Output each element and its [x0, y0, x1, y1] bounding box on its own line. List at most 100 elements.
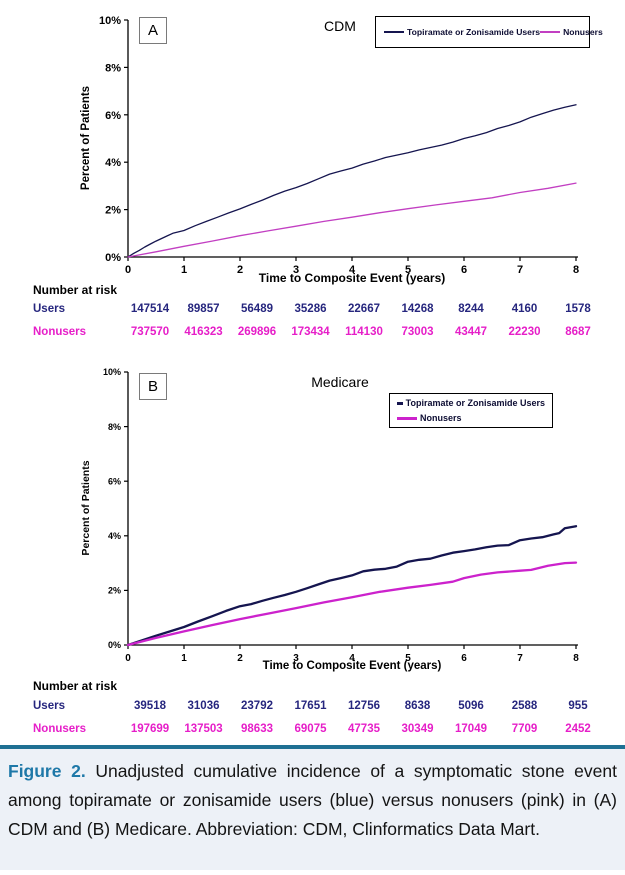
risk-value: 8638 — [404, 700, 431, 712]
figure-caption-block: Figure 2. Unadjusted cumulative incidenc… — [0, 745, 625, 875]
y-tick-label: 10% — [99, 15, 121, 27]
risk-value: 737570 — [130, 326, 170, 338]
x-tick-label: 8 — [573, 653, 579, 664]
risk-value: 147514 — [130, 303, 170, 315]
axes — [127, 20, 578, 258]
panel-a-y-axis-label: Percent of Patients — [80, 85, 92, 191]
panel-a-title: CDM — [324, 18, 356, 34]
risk-value: 56489 — [241, 303, 273, 315]
risk-row-name-nonusers: Nonusers — [33, 326, 87, 338]
risk-value: 1578 — [565, 303, 591, 315]
risk-value: 137503 — [184, 723, 223, 735]
y-tick-label: 0% — [108, 640, 121, 650]
curve-topiramate-or-zonisamide-users — [126, 525, 578, 647]
figure-caption: Figure 2. Unadjusted cumulative incidenc… — [0, 753, 625, 844]
y-tick-label: 2% — [108, 586, 121, 596]
x-tick-label: 7 — [517, 264, 523, 276]
risk-value: 22667 — [348, 303, 380, 315]
risk-value: 17049 — [455, 723, 487, 735]
risk-value: 269896 — [237, 326, 277, 338]
risk-value: 2588 — [511, 700, 538, 712]
curve-nonusers — [126, 561, 578, 647]
x-tick-label: 4 — [349, 264, 356, 276]
caption-divider-bar — [0, 745, 625, 749]
panel-b-letter: B — [147, 378, 158, 395]
risk-row-name-users: Users — [33, 303, 65, 315]
risk-value: 89857 — [187, 303, 220, 315]
risk-value: 31036 — [187, 700, 220, 712]
panel-b-y-axis-label: Percent of Patients — [80, 460, 92, 556]
y-tick-label: 4% — [105, 157, 121, 169]
risk-value: 7709 — [511, 723, 538, 735]
y-tick-label: 4% — [108, 531, 121, 541]
risk-value: 23792 — [241, 700, 273, 712]
x-tick-label: 4 — [349, 653, 355, 664]
panel-b-letter-badge: B — [139, 373, 167, 400]
panel-b-title: Medicare — [311, 374, 369, 390]
x-tick-label: 2 — [237, 264, 243, 276]
risk-value: 416323 — [184, 326, 223, 338]
y-tick-label: 8% — [108, 422, 121, 432]
risk-row-name-users: Users — [33, 700, 65, 712]
risk-value: 12756 — [348, 700, 380, 712]
x-tick-label: 1 — [181, 264, 187, 276]
risk-value: 197699 — [130, 723, 170, 735]
x-tick-label: 2 — [237, 653, 243, 664]
panel-a-plot: 0% 2% 4% 6% 8% 10% 0 1 2 3 4 5 6 7 8 — [99, 15, 579, 276]
risk-value: 98633 — [241, 723, 273, 735]
y-tick-label: 6% — [108, 476, 121, 486]
y-tick-label: 0% — [105, 252, 121, 264]
risk-value: 22230 — [508, 326, 541, 338]
legend-entry-nonusers: Nonusers — [397, 413, 545, 423]
figure-caption-body: Unadjusted cumulative incidence of a sym… — [8, 761, 617, 839]
nonusers-line-sample-icon — [397, 416, 417, 420]
risk-value: 8244 — [458, 303, 484, 315]
panel-b-medicare: 0% 2% 4% 6% 8% 10% 0 1 2 3 4 5 6 7 8 B Medicare Percen… — [0, 360, 625, 745]
panel-a-letter: A — [147, 22, 158, 39]
risk-value: 114130 — [345, 326, 383, 338]
risk-row-name-nonusers: Nonusers — [33, 723, 87, 735]
x-tick-label: 3 — [293, 264, 299, 276]
legend-entry-users: Topiramate or Zonisamide Users — [384, 27, 540, 37]
users-line-sample-icon — [397, 401, 403, 405]
y-tick-label: 10% — [103, 367, 121, 377]
panel-a-letter-badge: A — [139, 17, 167, 44]
panel-b-number-at-risk-label: Number at risk — [33, 679, 118, 693]
panel-a-x-axis-label: Time to Composite Event (years) — [258, 271, 446, 285]
legend-nonusers-label: Nonusers — [563, 27, 603, 37]
y-tick-label: 2% — [105, 205, 121, 217]
risk-value: 39518 — [134, 700, 166, 712]
y-tick-label: 8% — [105, 62, 121, 74]
risk-value: 43447 — [455, 326, 487, 338]
x-tick-label: 7 — [517, 653, 523, 664]
risk-value: 2452 — [565, 723, 591, 735]
risk-value: 8687 — [565, 326, 591, 338]
risk-value: 73003 — [401, 326, 434, 338]
nonusers-line-sample-icon — [540, 31, 561, 33]
curve-nonusers — [127, 182, 577, 258]
x-tick-label: 0 — [125, 264, 131, 276]
y-tick-label: 6% — [105, 110, 121, 122]
curve-topiramate-or-zonisamide-users — [127, 104, 577, 258]
x-tick-label: 6 — [461, 653, 467, 664]
risk-value: 47735 — [348, 723, 380, 735]
x-tick-label: 3 — [293, 653, 299, 664]
x-tick-label: 0 — [125, 653, 131, 664]
x-tick-label: 5 — [405, 653, 411, 664]
panel-a-legend: Topiramate or Zonisamide Users Nonusers — [375, 16, 603, 48]
x-tick-label: 6 — [461, 264, 467, 276]
risk-value: 5096 — [458, 700, 484, 712]
risk-value: 173434 — [291, 326, 330, 338]
legend-entry-nonusers: Nonusers — [540, 27, 603, 37]
x-tick-label: 5 — [405, 264, 411, 276]
figure-caption-label: Figure 2. — [8, 761, 86, 781]
x-tick-label: 1 — [181, 653, 187, 664]
risk-value: 35286 — [294, 303, 327, 315]
legend-users-label: Topiramate or Zonisamide Users — [405, 398, 545, 408]
legend-nonusers-label: Nonusers — [420, 413, 462, 423]
legend-entry-users: Topiramate or Zonisamide Users — [397, 398, 545, 408]
x-tick-label: 8 — [573, 264, 579, 276]
risk-value: 30349 — [401, 723, 434, 735]
risk-value: 17651 — [294, 700, 327, 712]
